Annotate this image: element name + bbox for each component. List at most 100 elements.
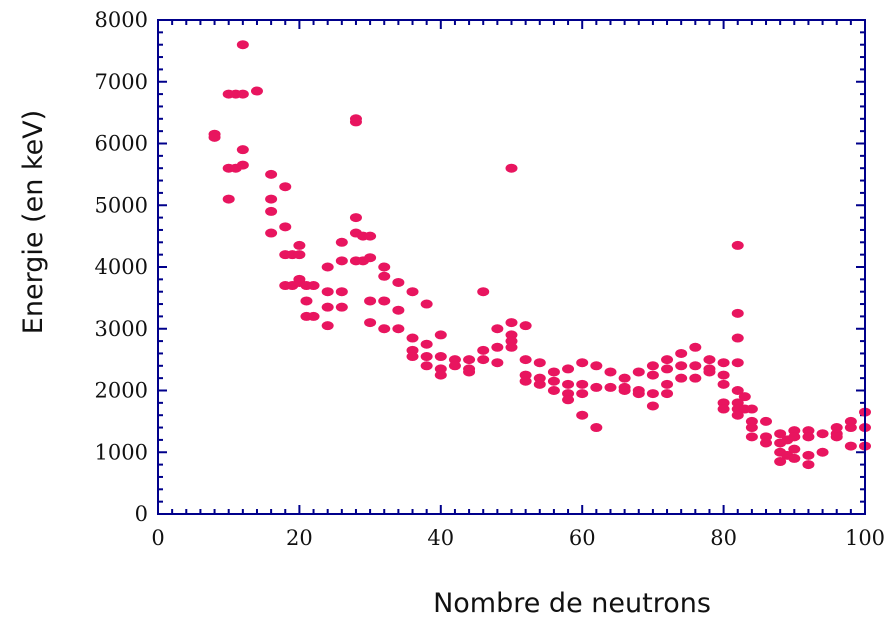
data-point [562,379,575,389]
tick-labels: 0 1000 2000 3000 4000 5000 6000 7000 8000 0 20 40 60… [95,8,886,550]
data-point [293,240,306,250]
data-point [321,287,334,297]
data-point [420,299,433,309]
data-point [731,358,744,368]
data-point [533,358,546,368]
data-point [816,429,829,439]
data-point [519,370,532,380]
data-point [590,361,603,371]
data-point [830,423,843,433]
data-point [335,237,348,247]
x-tick-label: 0 [151,526,164,550]
data-point [547,376,560,386]
data-point [378,262,391,272]
data-point [632,367,645,377]
data-point [646,370,659,380]
data-point [562,389,575,399]
data-point [830,432,843,442]
data-point [844,423,857,433]
data-point [788,453,801,463]
data-point [434,370,447,380]
data-point [675,348,688,358]
data-point [646,401,659,411]
axis-ticks [157,19,866,515]
data-point [618,373,631,383]
data-point [300,296,313,306]
data-point [505,336,518,346]
data-point [250,86,263,96]
data-point [321,262,334,272]
data-point [590,423,603,433]
data-point [392,277,405,287]
y-tick-label: 0 [135,502,148,526]
data-point [802,432,815,442]
data-point [576,410,589,420]
data-point [745,416,758,426]
data-point [335,256,348,266]
data-point [689,342,702,352]
x-tick-label: 40 [427,526,454,550]
data-point [689,361,702,371]
data-point [703,355,716,365]
data-point [420,352,433,362]
data-point [463,367,476,377]
x-axis-title: Nombre de neutrons [433,588,711,619]
data-point [661,379,674,389]
data-point [335,287,348,297]
data-point [406,287,419,297]
data-point [788,426,801,436]
data-point [519,376,532,386]
data-point [731,240,744,250]
data-point [434,330,447,340]
data-point [463,355,476,365]
data-point [689,373,702,383]
data-point [505,342,518,352]
data-point [745,423,758,433]
data-point [378,296,391,306]
data-point [491,342,504,352]
data-point [632,389,645,399]
data-point [745,432,758,442]
data-point [477,287,490,297]
y-axis-title: Energie (en keV) [18,110,49,334]
data-point [760,416,773,426]
data-point [703,367,716,377]
data-point [208,132,221,142]
data-point [349,117,362,127]
data-point [788,444,801,454]
data-point [717,358,730,368]
data-point [576,389,589,399]
data-point [576,358,589,368]
data-point [321,321,334,331]
data-point [519,355,532,365]
data-point [745,404,758,414]
data-point [406,352,419,362]
y-tick-label: 2000 [95,379,148,403]
data-point [505,163,518,173]
data-point [731,398,744,408]
plot-frame [157,19,866,515]
data-point [738,392,751,402]
data-point [788,432,801,442]
data-point [364,253,377,263]
data-point [477,345,490,355]
x-tick-label: 100 [845,526,885,550]
data-point [293,250,306,260]
data-point [222,194,235,204]
data-point [661,389,674,399]
data-point [265,206,278,216]
data-point [448,355,461,365]
data-point [335,302,348,312]
data-point [661,364,674,374]
data-point [802,426,815,436]
data-point [491,324,504,334]
data-point [236,160,249,170]
data-point [477,355,490,365]
y-tick-label: 3000 [95,317,148,341]
data-point [576,379,589,389]
data-point [646,389,659,399]
data-point [420,339,433,349]
data-point [533,373,546,383]
data-point [321,302,334,312]
